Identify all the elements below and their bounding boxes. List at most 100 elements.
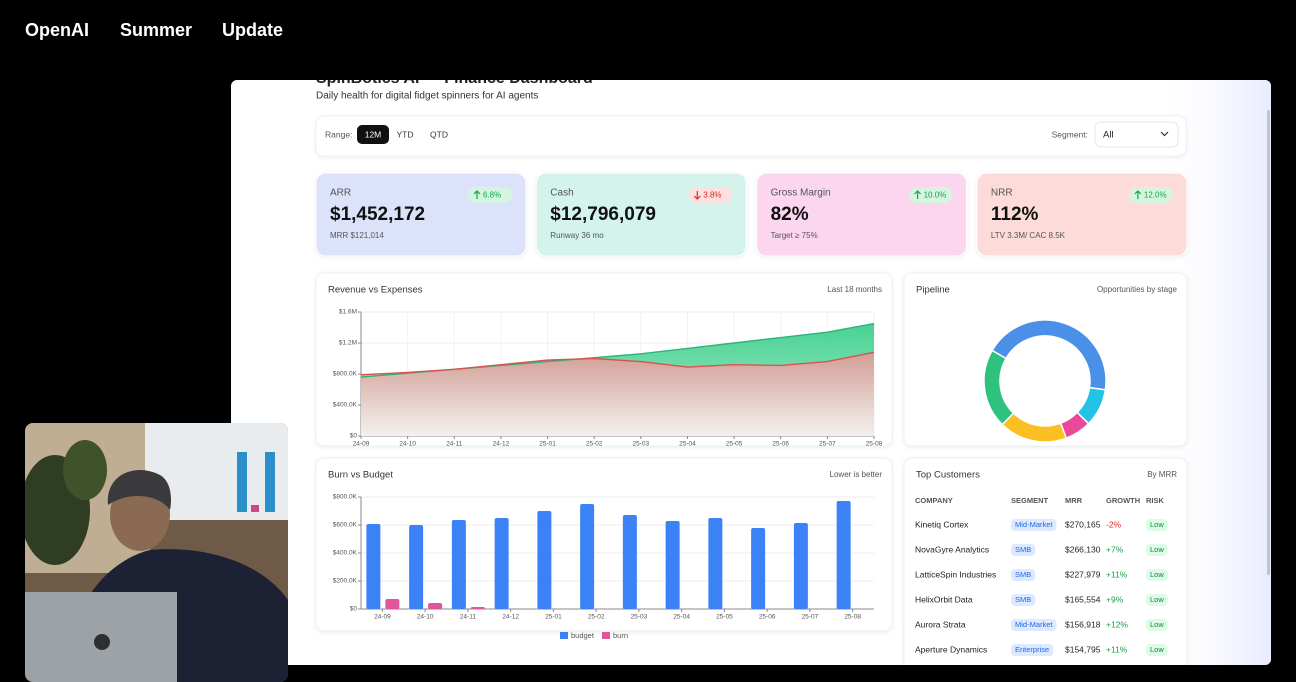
bar [751, 527, 766, 609]
dashboard: SpinBotics AI — Finance Dashboard Daily … [231, 80, 1271, 665]
x-tick-label: 24-12 [502, 614, 519, 621]
y-tick-label: $600.0K [333, 522, 358, 529]
kpi-change: 12.0% [1144, 191, 1167, 200]
risk-badge-label: Low [1150, 520, 1164, 529]
y-tick-label: $400.0K [333, 550, 358, 557]
risk-badge-label: Low [1150, 570, 1164, 579]
segment-badge-label: Enterprise [1015, 645, 1049, 654]
kpi-badge [908, 187, 953, 203]
x-tick-label: 25-04 [679, 441, 696, 448]
range-button[interactable] [423, 125, 455, 144]
risk-badge [1146, 644, 1168, 656]
kpi-label: Gross Margin [771, 188, 831, 199]
segment-badge-label: SMB [1015, 545, 1031, 554]
table-cell: $266,130 [1065, 544, 1101, 554]
dashboard-subtitle: Daily health for digital fidget spinners… [316, 91, 538, 102]
x-tick-label: 24-11 [446, 441, 463, 448]
risk-badge [1146, 619, 1168, 631]
bar [470, 607, 485, 609]
column-header: SEGMENT [1011, 496, 1049, 505]
bar [665, 520, 680, 609]
range-label: Range: [325, 129, 352, 139]
y-tick-label: $800.0K [333, 371, 358, 378]
table-cell: Kinetiq Cortex [915, 519, 969, 529]
table-cell: LatticeSpin Industries [915, 569, 996, 579]
risk-badge-label: Low [1150, 620, 1164, 629]
bar [428, 602, 443, 609]
chevron [1160, 131, 1169, 137]
header-word: Summer [120, 20, 192, 40]
table-cell: $165,554 [1065, 594, 1101, 604]
bar [494, 518, 509, 609]
x-tick-label: 25-04 [673, 614, 690, 621]
chart-subtitle: Last 18 months [827, 285, 882, 294]
range-button-label[interactable]: QTD [430, 129, 448, 139]
table-cell: NovaGyre Analytics [915, 544, 989, 554]
controls-card [315, 115, 1187, 157]
table-cell: $270,165 [1065, 519, 1101, 529]
kpi-value: $1,452,172 [330, 204, 425, 225]
segment-select[interactable] [1094, 121, 1179, 148]
risk-badge-label: Low [1150, 545, 1164, 554]
bar [836, 501, 851, 609]
x-tick-label: 24-09 [353, 441, 370, 448]
segment-value[interactable]: All [1103, 130, 1114, 141]
table-cell: +11% [1106, 569, 1128, 579]
y-tick-label: $0 [350, 433, 358, 440]
table-cell: $154,795 [1065, 644, 1101, 654]
range-button[interactable] [357, 125, 389, 144]
x-tick-label: 25-03 [633, 441, 650, 448]
range-button-label[interactable]: YTD [397, 129, 414, 139]
y-tick-label: $1.2M [339, 340, 357, 347]
table-cell: +11% [1106, 644, 1128, 654]
range-button[interactable] [389, 125, 421, 144]
donut-segment [983, 349, 1015, 426]
segment-badge [1011, 619, 1057, 631]
risk-badge-label: Low [1150, 595, 1164, 604]
x-tick-label: 25-06 [759, 614, 776, 621]
cam-monitor-bar [237, 452, 247, 512]
table-cell: -2% [1106, 519, 1122, 529]
header-word: OpenAI [25, 20, 89, 40]
x-tick-label: 25-01 [539, 441, 556, 448]
table-cell: +9% [1106, 594, 1124, 604]
chart-title: Burn vs Budget [328, 470, 393, 481]
segment-label: Segment: [1052, 129, 1088, 139]
y-tick-label: $400.0K [333, 402, 358, 409]
range-button-label[interactable]: 12M [365, 129, 382, 139]
kpi-note: Runway 36 mo [550, 231, 604, 240]
x-tick-label: 25-07 [819, 441, 836, 448]
x-tick-label: 25-02 [586, 441, 603, 448]
risk-badge [1146, 569, 1168, 581]
table-cell: +7% [1106, 544, 1124, 554]
chart-title: Revenue vs Expenses [328, 285, 423, 296]
legend-swatch [602, 632, 610, 639]
segment-badge-label: Mid-Market [1015, 520, 1053, 529]
x-tick-label: 25-05 [726, 441, 743, 448]
x-tick-label: 25-06 [772, 441, 789, 448]
bar [409, 525, 424, 609]
chart-title: Pipeline [916, 285, 950, 296]
kpi-arrow [914, 190, 922, 199]
kpi-value: 112% [991, 204, 1039, 225]
x-tick-label: 24-09 [374, 614, 391, 621]
table-cell: $227,979 [1065, 569, 1101, 579]
bar [622, 515, 637, 609]
kpi-change: 10.0% [924, 191, 947, 200]
segment-badge [1011, 519, 1057, 531]
chart-title: Top Customers [916, 470, 980, 481]
legend-label: budget [571, 631, 595, 640]
chart-subtitle: Opportunities by stage [1097, 285, 1178, 294]
header-word: Update [222, 20, 283, 40]
y-tick-label: $800.0K [333, 494, 358, 501]
kpi-value: $12,796,079 [550, 204, 656, 225]
x-tick-label: 25-08 [866, 441, 883, 448]
kpi-label: ARR [330, 188, 351, 199]
table-cell: HelixOrbit Data [915, 594, 973, 604]
y-tick-label: $0 [350, 606, 358, 613]
column-header: MRR [1065, 496, 1083, 505]
segment-badge [1011, 594, 1036, 606]
x-tick-label: 25-08 [844, 614, 861, 621]
